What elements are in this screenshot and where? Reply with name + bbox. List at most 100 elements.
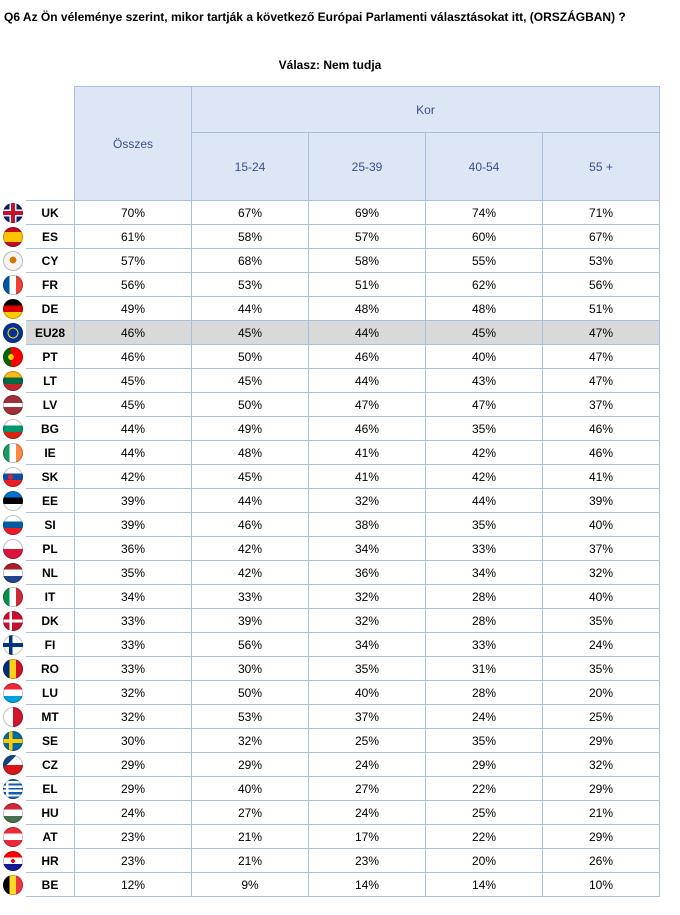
total-value: 45%: [74, 368, 192, 393]
total-value: 12%: [74, 872, 192, 897]
total-value: 23%: [74, 824, 192, 849]
age-value: 40%: [308, 680, 426, 705]
flag-cell: [0, 513, 26, 537]
age-value: 35%: [542, 608, 660, 633]
age-value: 31%: [425, 656, 543, 681]
age-value: 33%: [425, 632, 543, 657]
total-value: 49%: [74, 296, 192, 321]
age-value: 32%: [542, 560, 660, 585]
answer-subtitle: Válasz: Nem tudja: [278, 58, 382, 72]
age-value: 36%: [308, 560, 426, 585]
flag-ie-icon: [3, 442, 23, 463]
flag-el-icon: [3, 778, 23, 799]
age-value: 60%: [425, 224, 543, 249]
flag-cell: [0, 489, 26, 513]
age-value: 42%: [425, 464, 543, 489]
country-code: HU: [26, 800, 75, 825]
table-row: CZ 29% 29% 24% 29% 32%: [0, 752, 660, 777]
country-code: EE: [26, 488, 75, 513]
table-row: DE 49% 44% 48% 48% 51%: [0, 296, 660, 321]
age-value: 20%: [425, 848, 543, 873]
flag-cell: [0, 273, 26, 297]
age-value: 33%: [191, 584, 309, 609]
table-row: NL 35% 42% 36% 34% 32%: [0, 560, 660, 585]
table-row: LU 32% 50% 40% 28% 20%: [0, 680, 660, 705]
table-body: UK 70% 67% 69% 74% 71% ES 61% 58% 57% 60% 67% CY 57% 6…: [0, 200, 660, 897]
age-value: 53%: [191, 272, 309, 297]
flag-cell: [0, 729, 26, 753]
total-value: 23%: [74, 848, 192, 873]
table-row: SK 42% 45% 41% 42% 41%: [0, 464, 660, 489]
country-code: BG: [26, 416, 75, 441]
country-code: RO: [26, 656, 75, 681]
country-code: MT: [26, 704, 75, 729]
age-value: 24%: [425, 704, 543, 729]
flag-cell: [0, 465, 26, 489]
age-value: 45%: [191, 464, 309, 489]
total-value: 46%: [74, 344, 192, 369]
flag-cell: [0, 777, 26, 801]
flag-uk-icon: [3, 202, 23, 223]
age-value: 32%: [191, 728, 309, 753]
country-code: EU28: [26, 320, 75, 345]
country-code: FR: [26, 272, 75, 297]
question-title: Q6 Az Ön véleménye szerint, mikor tartjá…: [4, 10, 626, 24]
age-value: 37%: [308, 704, 426, 729]
flag-lt-icon: [3, 370, 23, 391]
age-value: 57%: [308, 224, 426, 249]
age-value: 41%: [542, 464, 660, 489]
flag-bg-icon: [3, 418, 23, 439]
total-value: 61%: [74, 224, 192, 249]
total-value: 42%: [74, 464, 192, 489]
flag-at-icon: [3, 826, 23, 847]
flag-pt-icon: [3, 346, 23, 367]
age-value: 24%: [542, 632, 660, 657]
flag-cell: [0, 873, 26, 897]
age-value: 29%: [542, 776, 660, 801]
age-value: 44%: [425, 488, 543, 513]
age-value: 46%: [542, 416, 660, 441]
total-value: 30%: [74, 728, 192, 753]
age-value: 24%: [308, 752, 426, 777]
flag-cell: [0, 369, 26, 393]
flag-ee-icon: [3, 490, 23, 511]
age-value: 30%: [191, 656, 309, 681]
total-value: 24%: [74, 800, 192, 825]
total-value: 57%: [74, 248, 192, 273]
age-value: 43%: [425, 368, 543, 393]
total-value: 39%: [74, 512, 192, 537]
flag-cell: [0, 849, 26, 873]
country-code: IE: [26, 440, 75, 465]
age-value: 45%: [425, 320, 543, 345]
age-value: 49%: [191, 416, 309, 441]
age-value: 22%: [425, 824, 543, 849]
age-value: 41%: [308, 440, 426, 465]
age-value: 37%: [542, 392, 660, 417]
table-row: IT 34% 33% 32% 28% 40%: [0, 584, 660, 609]
age-value: 58%: [308, 248, 426, 273]
age-value: 21%: [542, 800, 660, 825]
age-value: 41%: [308, 464, 426, 489]
age-value: 40%: [425, 344, 543, 369]
table-row: EL 29% 40% 27% 22% 29%: [0, 776, 660, 801]
age-value: 27%: [308, 776, 426, 801]
flag-fr-icon: [3, 274, 23, 295]
flag-cell: [0, 681, 26, 705]
age-value: 29%: [191, 752, 309, 777]
total-value: 44%: [74, 440, 192, 465]
flag-cell: [0, 825, 26, 849]
age-value: 47%: [542, 368, 660, 393]
flag-sk-icon: [3, 466, 23, 487]
flag-se-icon: [3, 730, 23, 751]
flag-eu28-icon: [3, 322, 23, 343]
table-row: FI 33% 56% 34% 33% 24%: [0, 632, 660, 657]
age-value: 71%: [542, 200, 660, 225]
age-value: 55%: [425, 248, 543, 273]
table-row: ES 61% 58% 57% 60% 67%: [0, 224, 660, 249]
flag-cell: [0, 417, 26, 441]
total-value: 70%: [74, 200, 192, 225]
header-total: Összes: [74, 86, 192, 201]
age-value: 46%: [542, 440, 660, 465]
flag-be-icon: [3, 874, 23, 895]
flag-cy-icon: [3, 250, 23, 271]
